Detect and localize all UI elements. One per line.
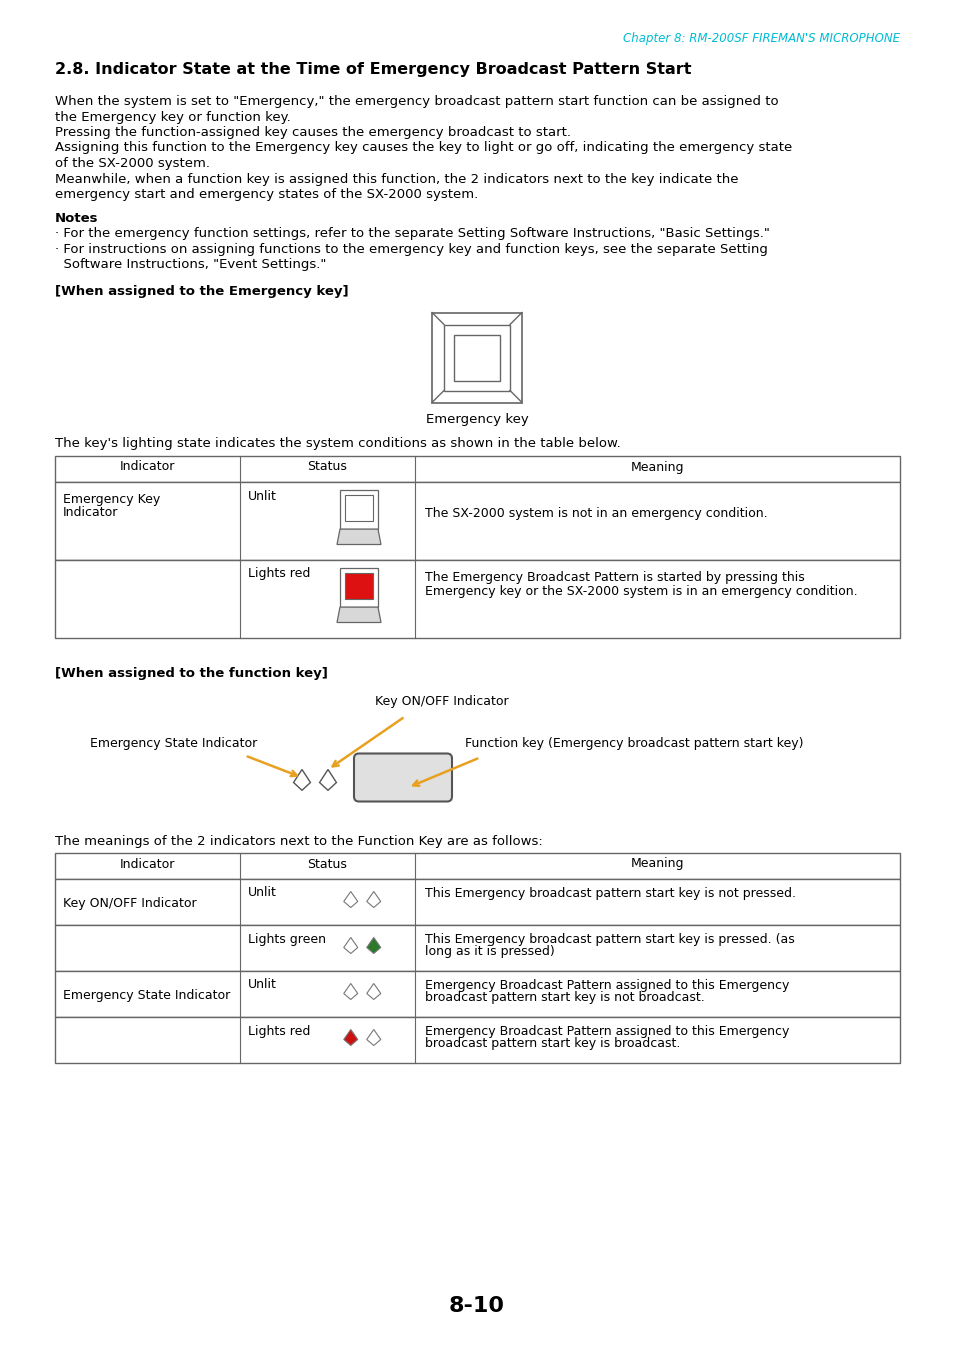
Text: Emergency State Indicator: Emergency State Indicator bbox=[63, 989, 230, 1001]
Text: Meanwhile, when a function key is assigned this function, the 2 indicators next : Meanwhile, when a function key is assign… bbox=[55, 173, 738, 185]
Bar bbox=[55, 1016, 899, 1062]
Bar bbox=[55, 878, 899, 924]
Polygon shape bbox=[294, 770, 310, 790]
Text: Emergency key or the SX-2000 system is in an emergency condition.: Emergency key or the SX-2000 system is i… bbox=[424, 585, 857, 597]
Text: Unlit: Unlit bbox=[248, 489, 276, 503]
Bar bbox=[55, 455, 899, 481]
Bar bbox=[55, 852, 899, 878]
Text: Status: Status bbox=[307, 858, 347, 870]
Text: Status: Status bbox=[307, 461, 347, 473]
Text: Function key (Emergency broadcast pattern start key): Function key (Emergency broadcast patter… bbox=[464, 738, 802, 751]
Text: Assigning this function to the Emergency key causes the key to light or go off, : Assigning this function to the Emergency… bbox=[55, 142, 791, 154]
Text: Meaning: Meaning bbox=[630, 461, 683, 473]
Text: The key's lighting state indicates the system conditions as shown in the table b: The key's lighting state indicates the s… bbox=[55, 438, 620, 450]
Bar bbox=[55, 481, 899, 559]
Bar bbox=[55, 924, 899, 970]
Text: Unlit: Unlit bbox=[248, 978, 276, 992]
Polygon shape bbox=[343, 938, 357, 954]
Text: the Emergency key or function key.: the Emergency key or function key. bbox=[55, 111, 291, 123]
Polygon shape bbox=[343, 1029, 357, 1046]
Text: emergency start and emergency states of the SX-2000 system.: emergency start and emergency states of … bbox=[55, 188, 477, 201]
Bar bbox=[443, 324, 510, 390]
Text: Meaning: Meaning bbox=[630, 858, 683, 870]
Bar bbox=[339, 567, 377, 607]
Text: long as it is pressed): long as it is pressed) bbox=[424, 946, 554, 958]
Text: Pressing the function-assigned key causes the emergency broadcast to start.: Pressing the function-assigned key cause… bbox=[55, 126, 571, 139]
Text: · For the emergency function settings, refer to the separate Setting Software In: · For the emergency function settings, r… bbox=[55, 227, 769, 240]
Text: Unlit: Unlit bbox=[248, 886, 276, 900]
Text: Indicator: Indicator bbox=[63, 507, 118, 520]
Text: broadcast pattern start key is not broadcast.: broadcast pattern start key is not broad… bbox=[424, 992, 704, 1005]
Text: Emergency key: Emergency key bbox=[425, 412, 528, 426]
Text: 8-10: 8-10 bbox=[449, 1296, 504, 1316]
Bar bbox=[454, 335, 499, 381]
Text: Emergency Broadcast Pattern assigned to this Emergency: Emergency Broadcast Pattern assigned to … bbox=[424, 978, 788, 992]
Polygon shape bbox=[366, 1029, 380, 1046]
Text: [When assigned to the Emergency key]: [When assigned to the Emergency key] bbox=[55, 285, 348, 299]
Text: of the SX-2000 system.: of the SX-2000 system. bbox=[55, 157, 210, 170]
Polygon shape bbox=[366, 984, 380, 1000]
Text: The Emergency Broadcast Pattern is started by pressing this: The Emergency Broadcast Pattern is start… bbox=[424, 571, 804, 585]
Text: Lights red: Lights red bbox=[248, 1024, 310, 1038]
Bar bbox=[55, 970, 899, 1016]
Text: Key ON/OFF Indicator: Key ON/OFF Indicator bbox=[375, 694, 508, 708]
Polygon shape bbox=[336, 607, 380, 623]
Text: Notes: Notes bbox=[55, 212, 98, 224]
Text: Emergency Key: Emergency Key bbox=[63, 493, 160, 507]
Bar bbox=[432, 312, 521, 403]
Polygon shape bbox=[343, 892, 357, 908]
Polygon shape bbox=[366, 938, 380, 954]
Text: Indicator: Indicator bbox=[120, 461, 175, 473]
Polygon shape bbox=[319, 770, 336, 790]
Text: When the system is set to "Emergency," the emergency broadcast pattern start fun: When the system is set to "Emergency," t… bbox=[55, 95, 778, 108]
Text: This Emergency broadcast pattern start key is pressed. (as: This Emergency broadcast pattern start k… bbox=[424, 932, 794, 946]
Text: Lights red: Lights red bbox=[248, 567, 310, 581]
Bar bbox=[345, 573, 373, 598]
Text: Indicator: Indicator bbox=[120, 858, 175, 870]
Text: Lights green: Lights green bbox=[248, 932, 326, 946]
Polygon shape bbox=[336, 530, 380, 544]
Text: The SX-2000 system is not in an emergency condition.: The SX-2000 system is not in an emergenc… bbox=[424, 507, 767, 520]
Text: 2.8. Indicator State at the Time of Emergency Broadcast Pattern Start: 2.8. Indicator State at the Time of Emer… bbox=[55, 62, 691, 77]
Polygon shape bbox=[366, 892, 380, 908]
Text: Chapter 8: RM-200SF FIREMAN'S MICROPHONE: Chapter 8: RM-200SF FIREMAN'S MICROPHONE bbox=[622, 32, 899, 45]
FancyBboxPatch shape bbox=[354, 754, 452, 801]
Text: · For instructions on assigning functions to the emergency key and function keys: · For instructions on assigning function… bbox=[55, 242, 767, 255]
Text: The meanings of the 2 indicators next to the Function Key are as follows:: The meanings of the 2 indicators next to… bbox=[55, 835, 542, 847]
Text: This Emergency broadcast pattern start key is not pressed.: This Emergency broadcast pattern start k… bbox=[424, 886, 795, 900]
Polygon shape bbox=[343, 984, 357, 1000]
Text: Software Instructions, "Event Settings.": Software Instructions, "Event Settings." bbox=[55, 258, 326, 272]
Bar bbox=[345, 494, 373, 521]
Text: Emergency State Indicator: Emergency State Indicator bbox=[90, 738, 257, 751]
Bar bbox=[55, 559, 899, 638]
Text: [When assigned to the function key]: [When assigned to the function key] bbox=[55, 667, 328, 681]
Text: broadcast pattern start key is broadcast.: broadcast pattern start key is broadcast… bbox=[424, 1038, 679, 1051]
Text: Emergency Broadcast Pattern assigned to this Emergency: Emergency Broadcast Pattern assigned to … bbox=[424, 1024, 788, 1038]
Text: Key ON/OFF Indicator: Key ON/OFF Indicator bbox=[63, 897, 196, 909]
Bar bbox=[339, 489, 377, 530]
